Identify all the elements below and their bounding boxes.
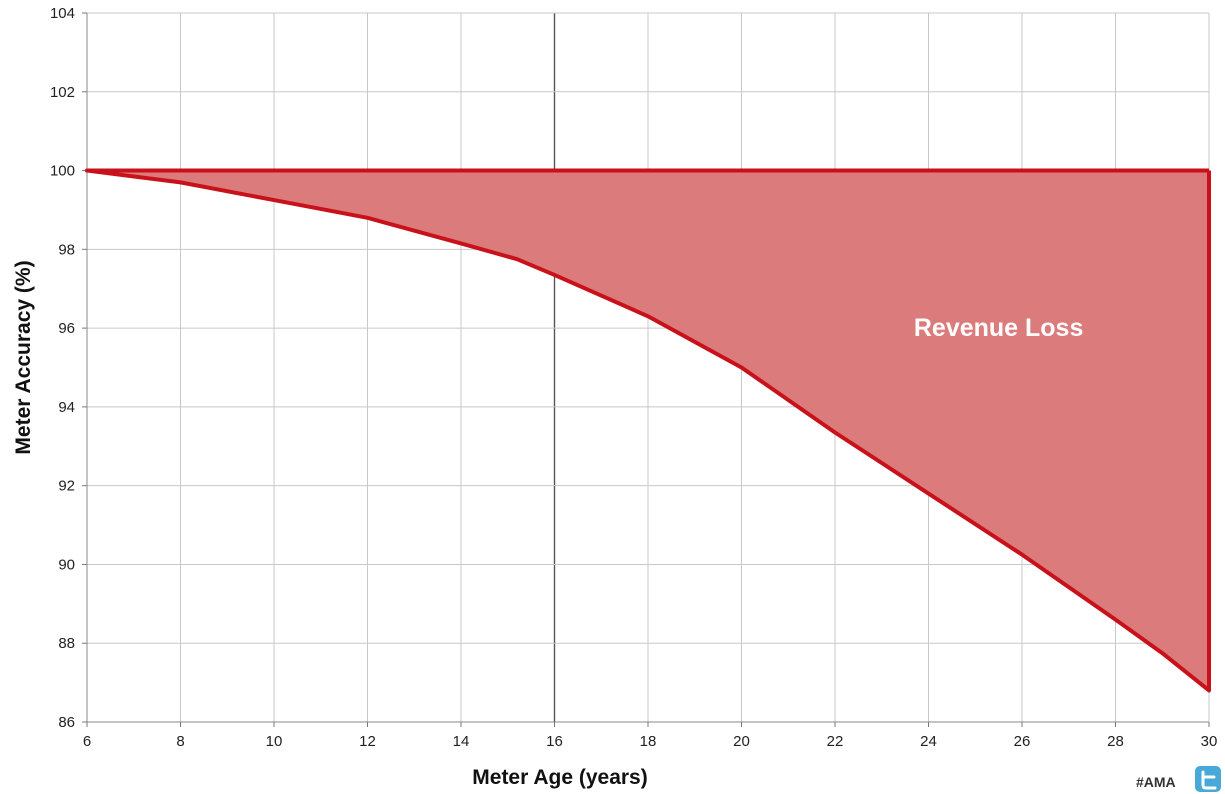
y-tick-label: 98 [58,241,75,258]
x-tick-label: 20 [733,733,750,750]
x-tick-label: 10 [266,733,283,750]
x-tick-label: 26 [1014,733,1031,750]
x-tick-label: 18 [640,733,657,750]
y-tick-label: 102 [50,84,75,101]
y-tick-label: 96 [58,320,75,337]
y-tick-label: 86 [58,714,75,731]
x-tick-label: 30 [1201,733,1218,750]
hashtag-label: #AMA [1136,774,1176,790]
x-tick-label: 6 [83,733,91,750]
x-tick-label: 14 [453,733,470,750]
twitter-icon[interactable] [1195,766,1221,792]
x-axis-title: Meter Age (years) [472,766,647,789]
y-tick-label: 90 [58,556,75,573]
revenue-loss-area [87,170,1209,691]
y-tick-label: 100 [50,163,75,180]
x-tick-label: 24 [920,733,937,750]
accuracy-line [85,168,1211,693]
x-tick-label: 22 [827,733,844,750]
y-tick-label: 94 [58,399,75,416]
x-tick-label: 12 [359,733,376,750]
y-axis-title: Meter Accuracy (%) [12,260,35,454]
x-tick-label: 8 [176,733,184,750]
y-tick-label: 104 [50,5,75,22]
y-tick-label: 92 [58,478,75,495]
revenue-loss-label: Revenue Loss [914,314,1084,342]
x-tick-label: 16 [546,733,563,750]
y-tick-label: 88 [58,635,75,652]
tick-labels: 6 8 10 12 14 16 18 20 22 24 26 28 30 86 88 90 92 94 96 98 10… [50,5,1217,750]
twitter-icon-glyph [1201,770,1217,790]
x-tick-label: 28 [1107,733,1124,750]
